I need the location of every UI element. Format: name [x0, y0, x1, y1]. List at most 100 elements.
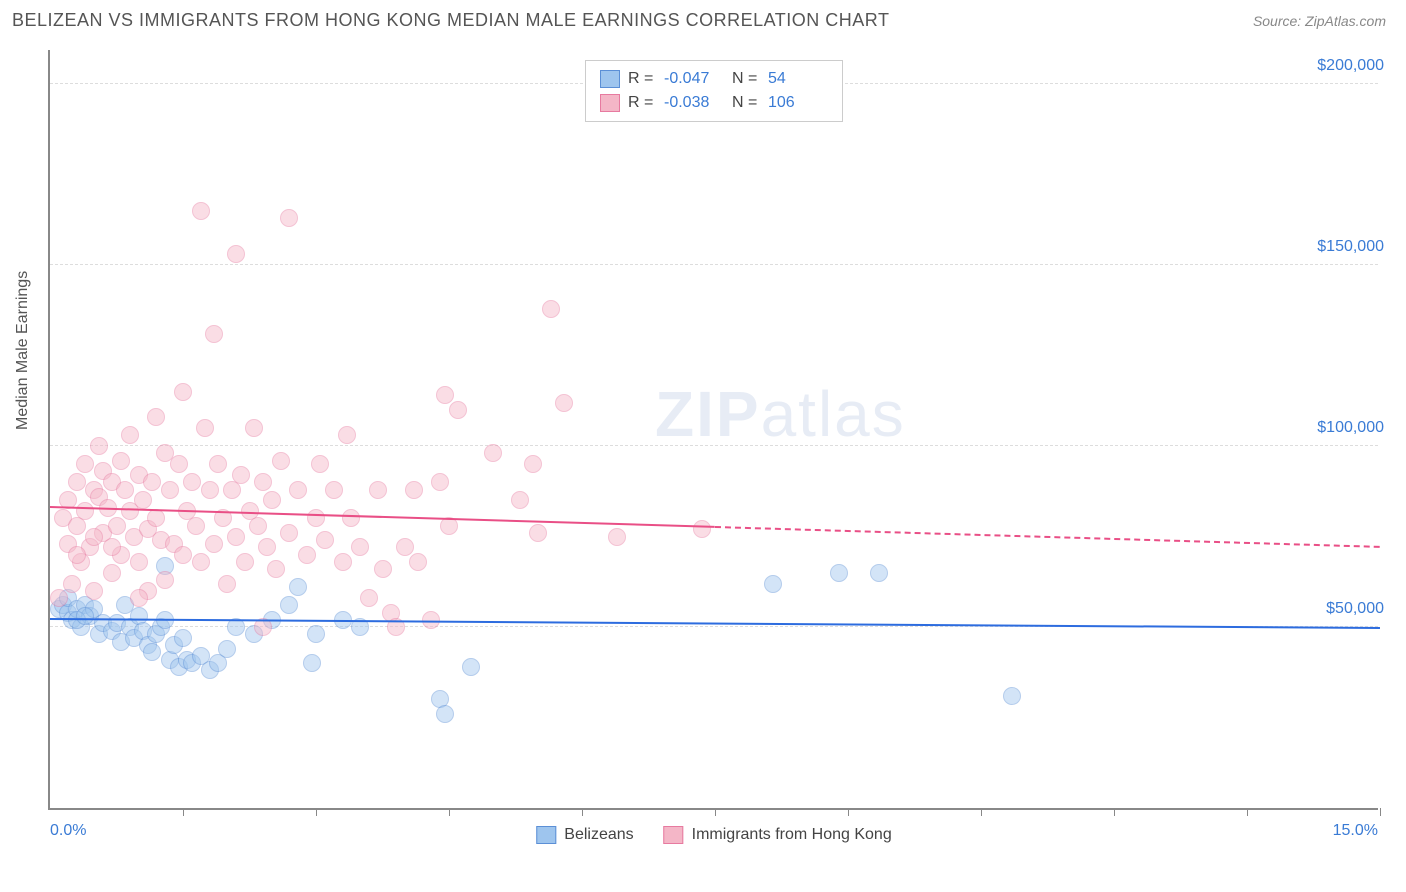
scatter-point — [258, 538, 276, 556]
n-label: N = — [732, 67, 760, 91]
x-tick — [715, 808, 716, 816]
scatter-point — [524, 455, 542, 473]
scatter-point — [103, 564, 121, 582]
scatter-point — [289, 578, 307, 596]
scatter-point — [409, 553, 427, 571]
chart-title: BELIZEAN VS IMMIGRANTS FROM HONG KONG ME… — [12, 10, 889, 31]
scatter-point — [1003, 687, 1021, 705]
scatter-point — [218, 575, 236, 593]
scatter-point — [192, 202, 210, 220]
legend-item: Belizeans — [536, 826, 633, 844]
scatter-point — [830, 564, 848, 582]
scatter-point — [334, 553, 352, 571]
watermark: ZIPatlas — [655, 377, 906, 451]
legend-row: R =-0.038N =106 — [600, 91, 828, 115]
scatter-point — [870, 564, 888, 582]
scatter-point — [245, 419, 263, 437]
y-tick-label: $50,000 — [1322, 600, 1388, 618]
legend-swatch — [600, 70, 620, 88]
scatter-point — [108, 517, 126, 535]
x-tick — [316, 808, 317, 816]
scatter-point — [156, 571, 174, 589]
scatter-point — [68, 546, 86, 564]
y-tick-label: $150,000 — [1313, 238, 1388, 256]
legend-swatch — [664, 826, 684, 844]
r-value: -0.038 — [664, 91, 724, 115]
scatter-point — [338, 426, 356, 444]
x-tick — [981, 808, 982, 816]
scatter-point — [187, 517, 205, 535]
scatter-point — [134, 491, 152, 509]
scatter-point — [121, 426, 139, 444]
scatter-point — [103, 538, 121, 556]
scatter-point — [298, 546, 316, 564]
legend-label: Belizeans — [564, 826, 633, 844]
scatter-point — [436, 705, 454, 723]
r-value: -0.047 — [664, 67, 724, 91]
scatter-point — [143, 643, 161, 661]
scatter-point — [130, 553, 148, 571]
scatter-point — [342, 509, 360, 527]
x-axis-min-label: 0.0% — [50, 822, 86, 840]
scatter-point — [396, 538, 414, 556]
scatter-point — [325, 481, 343, 499]
scatter-point — [161, 481, 179, 499]
scatter-point — [201, 481, 219, 499]
y-tick-label: $100,000 — [1313, 419, 1388, 437]
scatter-point — [280, 596, 298, 614]
legend-row: R = -0.047 N = 54 — [600, 67, 828, 91]
scatter-point — [484, 444, 502, 462]
x-tick — [848, 808, 849, 816]
scatter-point — [351, 538, 369, 556]
scatter-point — [143, 473, 161, 491]
legend-swatch — [536, 826, 556, 844]
scatter-point — [608, 528, 626, 546]
n-value: 106 — [768, 91, 828, 115]
scatter-point — [307, 509, 325, 527]
n-value: 54 — [768, 67, 828, 91]
x-tick — [1114, 808, 1115, 816]
source-attribution: Source: ZipAtlas.com — [1253, 13, 1386, 29]
scatter-point — [280, 209, 298, 227]
scatter-point — [196, 419, 214, 437]
scatter-point — [147, 408, 165, 426]
x-tick — [1380, 808, 1381, 816]
scatter-point — [50, 589, 68, 607]
scatter-point — [289, 481, 307, 499]
scatter-point — [462, 658, 480, 676]
gridline — [50, 264, 1378, 265]
scatter-point — [436, 386, 454, 404]
scatter-point — [431, 473, 449, 491]
y-tick-label: $200,000 — [1313, 57, 1388, 75]
scatter-point — [254, 473, 272, 491]
scatter-point — [192, 553, 210, 571]
scatter-point — [174, 629, 192, 647]
scatter-point — [529, 524, 547, 542]
scatter-point — [63, 575, 81, 593]
scatter-point — [205, 325, 223, 343]
scatter-point — [116, 481, 134, 499]
y-axis-label: Median Male Earnings — [14, 271, 32, 430]
scatter-point — [316, 531, 334, 549]
scatter-point — [227, 528, 245, 546]
scatter-point — [227, 245, 245, 263]
scatter-point — [369, 481, 387, 499]
scatter-point — [68, 473, 86, 491]
trend-line — [715, 526, 1380, 548]
scatter-point — [405, 481, 423, 499]
scatter-point — [85, 582, 103, 600]
x-tick — [183, 808, 184, 816]
series-legend: BelizeansImmigrants from Hong Kong — [536, 826, 891, 844]
x-axis-max-label: 15.0% — [1333, 822, 1378, 840]
scatter-point — [374, 560, 392, 578]
r-label: R = — [628, 67, 656, 91]
scatter-point — [303, 654, 321, 672]
scatter-point — [249, 517, 267, 535]
scatter-point — [76, 607, 94, 625]
scatter-point — [170, 455, 188, 473]
scatter-point — [555, 394, 573, 412]
scatter-point — [112, 452, 130, 470]
scatter-point — [218, 640, 236, 658]
x-tick — [449, 808, 450, 816]
scatter-point — [280, 524, 298, 542]
